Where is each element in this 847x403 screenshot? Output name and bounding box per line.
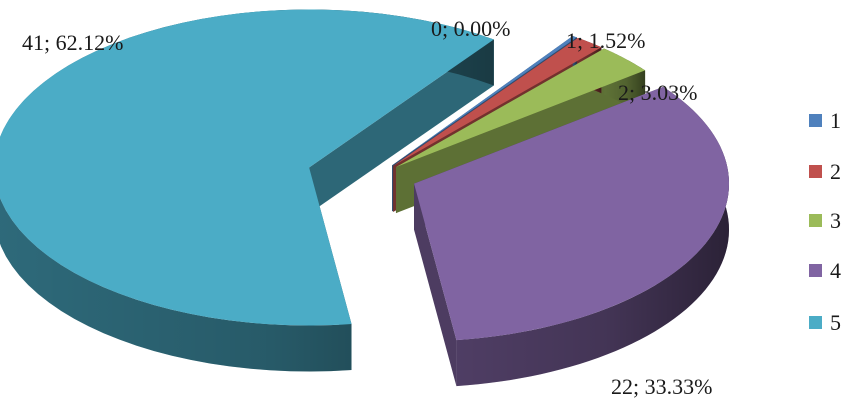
legend-label-3: 3 bbox=[830, 208, 841, 233]
legend-swatch-1 bbox=[809, 114, 822, 127]
slice-5-wall bbox=[309, 39, 494, 214]
legend-swatch-2 bbox=[809, 165, 822, 178]
legend-swatch-5 bbox=[809, 316, 822, 329]
slice-4-top bbox=[414, 86, 730, 341]
slice-5-top bbox=[0, 9, 494, 326]
data-label-slice-2: 1; 1.52% bbox=[566, 28, 645, 53]
legend-label-1: 1 bbox=[830, 108, 841, 133]
data-label-slice-1: 0; 0.00% bbox=[431, 16, 510, 41]
legend-label-2: 2 bbox=[830, 159, 841, 184]
legend: 1 2 3 4 5 bbox=[809, 108, 841, 335]
slice-1-top bbox=[392, 35, 577, 166]
legend-swatch-3 bbox=[809, 214, 822, 227]
data-label-slice-5: 41; 62.12% bbox=[22, 30, 123, 55]
data-label-slice-3: 2; 3.03% bbox=[618, 80, 697, 105]
data-label-slice-4: 22; 33.33% bbox=[611, 374, 712, 399]
slice-4-side-shade bbox=[456, 86, 730, 387]
legend-label-5: 5 bbox=[830, 310, 841, 335]
legend-label-4: 4 bbox=[830, 258, 841, 283]
data-labels: 0; 0.00% 1; 1.52% 2; 3.03% 22; 33.33% 41… bbox=[22, 16, 712, 399]
slice-2-top bbox=[393, 37, 602, 166]
legend-swatch-4 bbox=[809, 264, 822, 277]
slice-3-top bbox=[395, 48, 646, 168]
pie-slices bbox=[0, 9, 730, 387]
slice-4-wall bbox=[414, 183, 457, 387]
